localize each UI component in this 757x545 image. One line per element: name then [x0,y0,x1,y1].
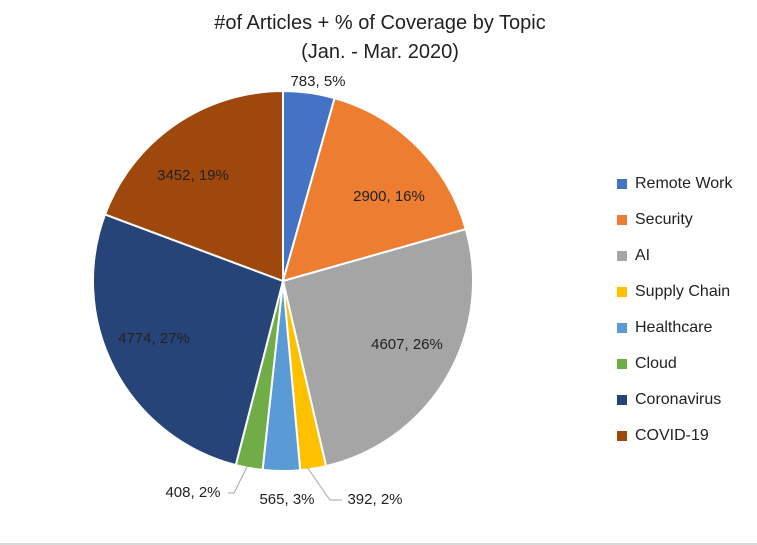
leader-line [306,466,342,501]
data-label: 408, 2% [165,484,220,501]
legend-label: Healthcare [635,319,713,336]
data-label: 565, 3% [259,491,314,508]
legend-item-security: Security [617,202,733,238]
legend-swatch [617,395,627,405]
legend-swatch [617,251,627,261]
legend-label: Remote Work [635,175,733,192]
legend-item-cloud: Cloud [617,346,733,382]
legend-swatch [617,323,627,333]
legend-item-supply-chain: Supply Chain [617,274,733,310]
data-label: 2900, 16% [353,188,425,205]
leader-line [228,466,248,494]
pie-slice-coronavirus [92,213,285,467]
data-label: 783, 5% [290,73,345,90]
legend-label: AI [635,247,651,264]
data-label: 3452, 19% [157,167,229,184]
pie-slice-ai [281,227,474,468]
legend-item-ai: AI [617,238,733,274]
pie-slice-covid-19 [103,89,284,283]
legend-swatch [617,359,627,369]
legend-label: Supply Chain [635,283,731,300]
legend-label: COVID-19 [635,427,709,444]
data-label: 392, 2% [347,491,402,508]
legend: Remote Work Security AI Supply Chain Hea… [617,166,733,454]
legend-item-remote-work: Remote Work [617,166,733,202]
data-label: 4607, 26% [371,336,443,353]
data-label: 4774, 27% [118,330,190,347]
legend-swatch [617,431,627,441]
legend-item-coronavirus: Coronavirus [617,382,733,418]
chart-subtitle: (Jan. - Mar. 2020) [301,41,459,63]
pie-slice-security [281,96,468,283]
chart-title: #of Articles + % of Coverage by Topic [214,12,546,34]
legend-swatch [617,287,627,297]
legend-label: Coronavirus [635,391,722,408]
legend-label: Security [635,211,693,228]
legend-label: Cloud [635,355,677,372]
legend-swatch [617,179,627,189]
legend-item-healthcare: Healthcare [617,310,733,346]
legend-item-covid-19: COVID-19 [617,418,733,454]
bottom-border [0,543,757,545]
legend-swatch [617,215,627,225]
